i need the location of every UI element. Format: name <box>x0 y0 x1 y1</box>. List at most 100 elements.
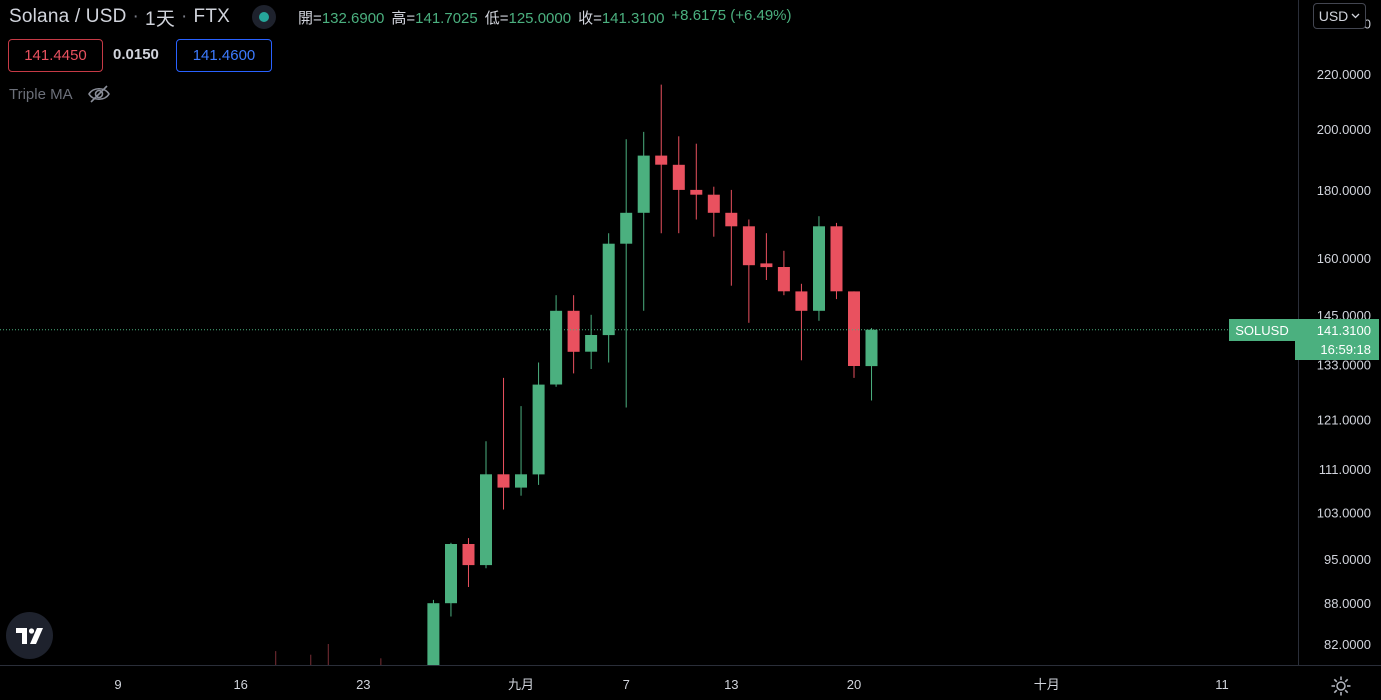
candle-body <box>567 310 580 352</box>
time-tick-label: 9 <box>114 677 121 692</box>
sell-button[interactable]: 141.4450 <box>8 39 103 72</box>
high-label: 高= <box>391 9 416 27</box>
candle[interactable] <box>480 441 492 569</box>
interval-label[interactable]: 1天 <box>145 8 176 30</box>
gear-icon[interactable] <box>1330 675 1352 697</box>
candle[interactable] <box>830 222 843 300</box>
candle[interactable] <box>777 250 790 296</box>
time-tick-label: 九月 <box>508 677 534 692</box>
candle[interactable] <box>813 216 825 321</box>
indicator-legend[interactable]: Triple MA <box>9 84 111 104</box>
candle[interactable] <box>532 362 545 485</box>
separator: · <box>181 6 188 27</box>
candle-body <box>848 291 860 366</box>
candle[interactable] <box>865 328 878 401</box>
candle[interactable] <box>585 314 598 369</box>
price-tick-label: 103.0000 <box>1317 505 1371 520</box>
candle-body <box>672 164 685 190</box>
candle-body <box>742 226 755 266</box>
change-value: +8.6175 (+6.49%) <box>671 6 792 24</box>
currency-label: USD <box>1318 8 1349 24</box>
candle-body <box>813 226 825 311</box>
candle[interactable] <box>567 295 580 374</box>
candle-body <box>532 384 545 475</box>
candle[interactable] <box>848 291 860 378</box>
price-tick-label: 160.0000 <box>1317 251 1371 266</box>
candle[interactable] <box>690 143 703 220</box>
candle[interactable] <box>637 131 650 311</box>
price-tag-countdown: 16:59:18 <box>1320 342 1371 357</box>
eye-off-icon[interactable] <box>87 84 111 104</box>
price-tick-label: 82.0000 <box>1324 637 1371 652</box>
tradingview-logo[interactable] <box>6 612 53 659</box>
candle[interactable] <box>760 233 773 280</box>
time-tick-label: 11 <box>1215 677 1229 692</box>
exchange-label: FTX <box>193 6 231 27</box>
high-value: 141.7025 <box>415 9 478 27</box>
spread-value: 0.0150 <box>113 46 159 63</box>
candle[interactable] <box>707 186 720 237</box>
candle-body <box>655 155 668 165</box>
price-tick-label: 111.0000 <box>1319 462 1371 477</box>
candle-body <box>480 474 492 566</box>
candle-body <box>585 335 598 352</box>
price-tag-symbol: SOLUSD <box>1235 323 1288 338</box>
candle[interactable] <box>742 219 755 323</box>
time-tick-label: 十月 <box>1034 677 1060 692</box>
candle[interactable] <box>427 599 440 665</box>
candle-body <box>707 194 720 213</box>
indicator-name: Triple MA <box>9 85 73 103</box>
symbol-name[interactable]: Solana / USD <box>9 6 127 27</box>
candle[interactable] <box>655 84 668 234</box>
chevron-down-icon <box>1351 13 1360 19</box>
price-axis[interactable]: 82.0000 88.0000 95.0000 103.0000 111.0000 121… <box>1317 17 1371 652</box>
candle-body <box>427 603 440 665</box>
candle-body <box>690 189 703 195</box>
candles-layer <box>275 84 878 665</box>
buy-button[interactable]: 141.4600 <box>176 39 272 72</box>
price-tag: SOLUSD 141.3100 16:59:18 <box>1229 319 1379 360</box>
time-tick-label: 7 <box>623 677 630 692</box>
candle[interactable] <box>725 189 738 286</box>
candle[interactable] <box>602 233 615 363</box>
candle-body <box>637 155 650 213</box>
separator: · <box>132 6 140 27</box>
close-value: 141.3100 <box>601 9 665 27</box>
candle-body <box>445 544 457 604</box>
time-tick-label: 23 <box>356 677 370 692</box>
price-tick-label: 200.0000 <box>1317 122 1371 137</box>
candle-body <box>865 329 878 367</box>
tradingview-logo-icon <box>15 627 43 644</box>
candle[interactable] <box>795 283 808 361</box>
candle-body <box>795 291 808 311</box>
low-label: 低= <box>484 9 509 27</box>
candle-body <box>777 267 790 292</box>
price-tick-label: 180.0000 <box>1317 183 1371 198</box>
price-tick-label: 95.0000 <box>1324 552 1371 567</box>
candle[interactable] <box>462 538 475 587</box>
candle[interactable] <box>497 377 510 510</box>
candle[interactable] <box>620 139 633 408</box>
market-status-icon[interactable] <box>252 5 277 29</box>
close-label: 收= <box>578 9 602 27</box>
candle-body <box>515 474 527 488</box>
candle[interactable] <box>445 542 457 617</box>
candle-body <box>830 226 843 292</box>
candle-body <box>620 212 633 244</box>
candle-body <box>602 243 615 336</box>
candle-body <box>550 310 563 385</box>
currency-dropdown[interactable]: USD <box>1313 3 1366 29</box>
time-tick-label: 13 <box>724 677 738 692</box>
candle[interactable] <box>672 136 685 234</box>
candle[interactable] <box>515 406 527 496</box>
candle[interactable] <box>550 295 563 387</box>
price-tick-label: 121.0000 <box>1317 412 1371 427</box>
price-tag-value: 141.3100 <box>1317 323 1371 338</box>
price-tick-label: 133.0000 <box>1317 358 1371 373</box>
open-label: 開= <box>298 9 322 27</box>
time-axis[interactable]: 9 16 23 九月 7 13 20 十月 11 <box>114 677 1228 692</box>
symbol-header: Solana / USD · 1天 · FTX 開=132.6900 高=141… <box>9 5 792 30</box>
candle-body <box>760 263 773 268</box>
candle-body <box>497 474 510 488</box>
